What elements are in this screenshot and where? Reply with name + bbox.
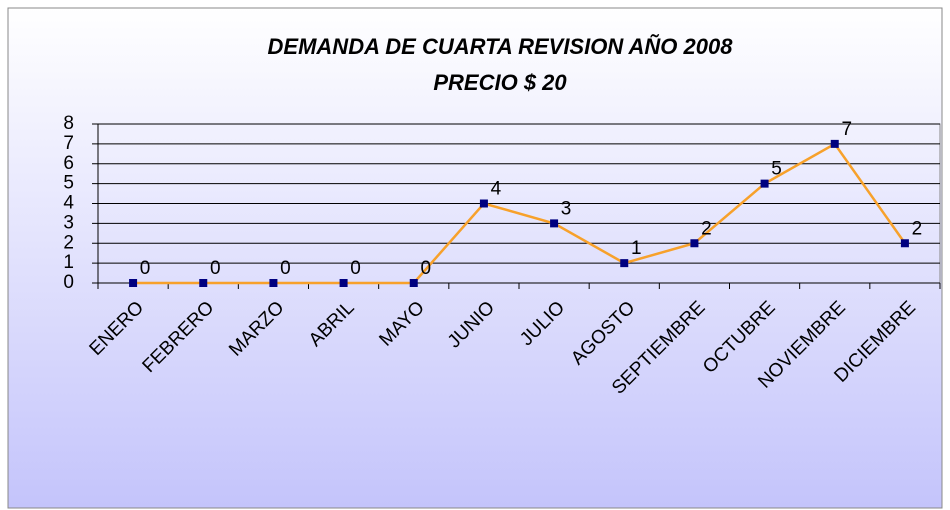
y-tick-label: 6 bbox=[63, 153, 74, 174]
marker bbox=[269, 279, 278, 287]
marker bbox=[760, 179, 769, 188]
marker bbox=[620, 259, 629, 268]
marker bbox=[479, 199, 488, 208]
data-label: 5 bbox=[771, 159, 782, 180]
line bbox=[133, 142, 906, 285]
data-label: 1 bbox=[631, 238, 642, 259]
y-tick-label: 0 bbox=[63, 272, 74, 293]
chart-frame bbox=[7, 7, 943, 509]
y-tick-label: 3 bbox=[63, 212, 74, 233]
marker bbox=[129, 279, 138, 287]
data-label: 0 bbox=[350, 258, 361, 279]
data-label: 0 bbox=[210, 258, 221, 279]
y-tick-label: 2 bbox=[63, 232, 74, 253]
marker bbox=[409, 279, 418, 287]
marker bbox=[550, 219, 559, 228]
marker bbox=[900, 239, 909, 248]
data-label: 0 bbox=[420, 258, 431, 279]
data-label: 2 bbox=[912, 218, 923, 239]
marker bbox=[690, 239, 699, 248]
y-tick-label: 1 bbox=[63, 252, 74, 273]
y-tick-label: 4 bbox=[63, 193, 74, 214]
data-label: 0 bbox=[280, 258, 291, 279]
data-label: 4 bbox=[491, 179, 502, 200]
y-tick-label: 7 bbox=[63, 133, 74, 154]
marker bbox=[339, 279, 348, 287]
marker bbox=[199, 279, 208, 287]
chart-subtitle: PRECIO $ 20 bbox=[433, 70, 567, 95]
marker bbox=[830, 139, 839, 148]
y-tick-label: 5 bbox=[63, 173, 74, 194]
y-tick-label: 8 bbox=[63, 113, 74, 134]
data-label: 3 bbox=[561, 198, 572, 219]
data-label: 2 bbox=[701, 218, 712, 239]
data-label: 7 bbox=[841, 119, 852, 140]
chart-title: DEMANDA DE CUARTA REVISION AÑO 2008 bbox=[268, 34, 734, 59]
data-label: 0 bbox=[140, 258, 151, 279]
